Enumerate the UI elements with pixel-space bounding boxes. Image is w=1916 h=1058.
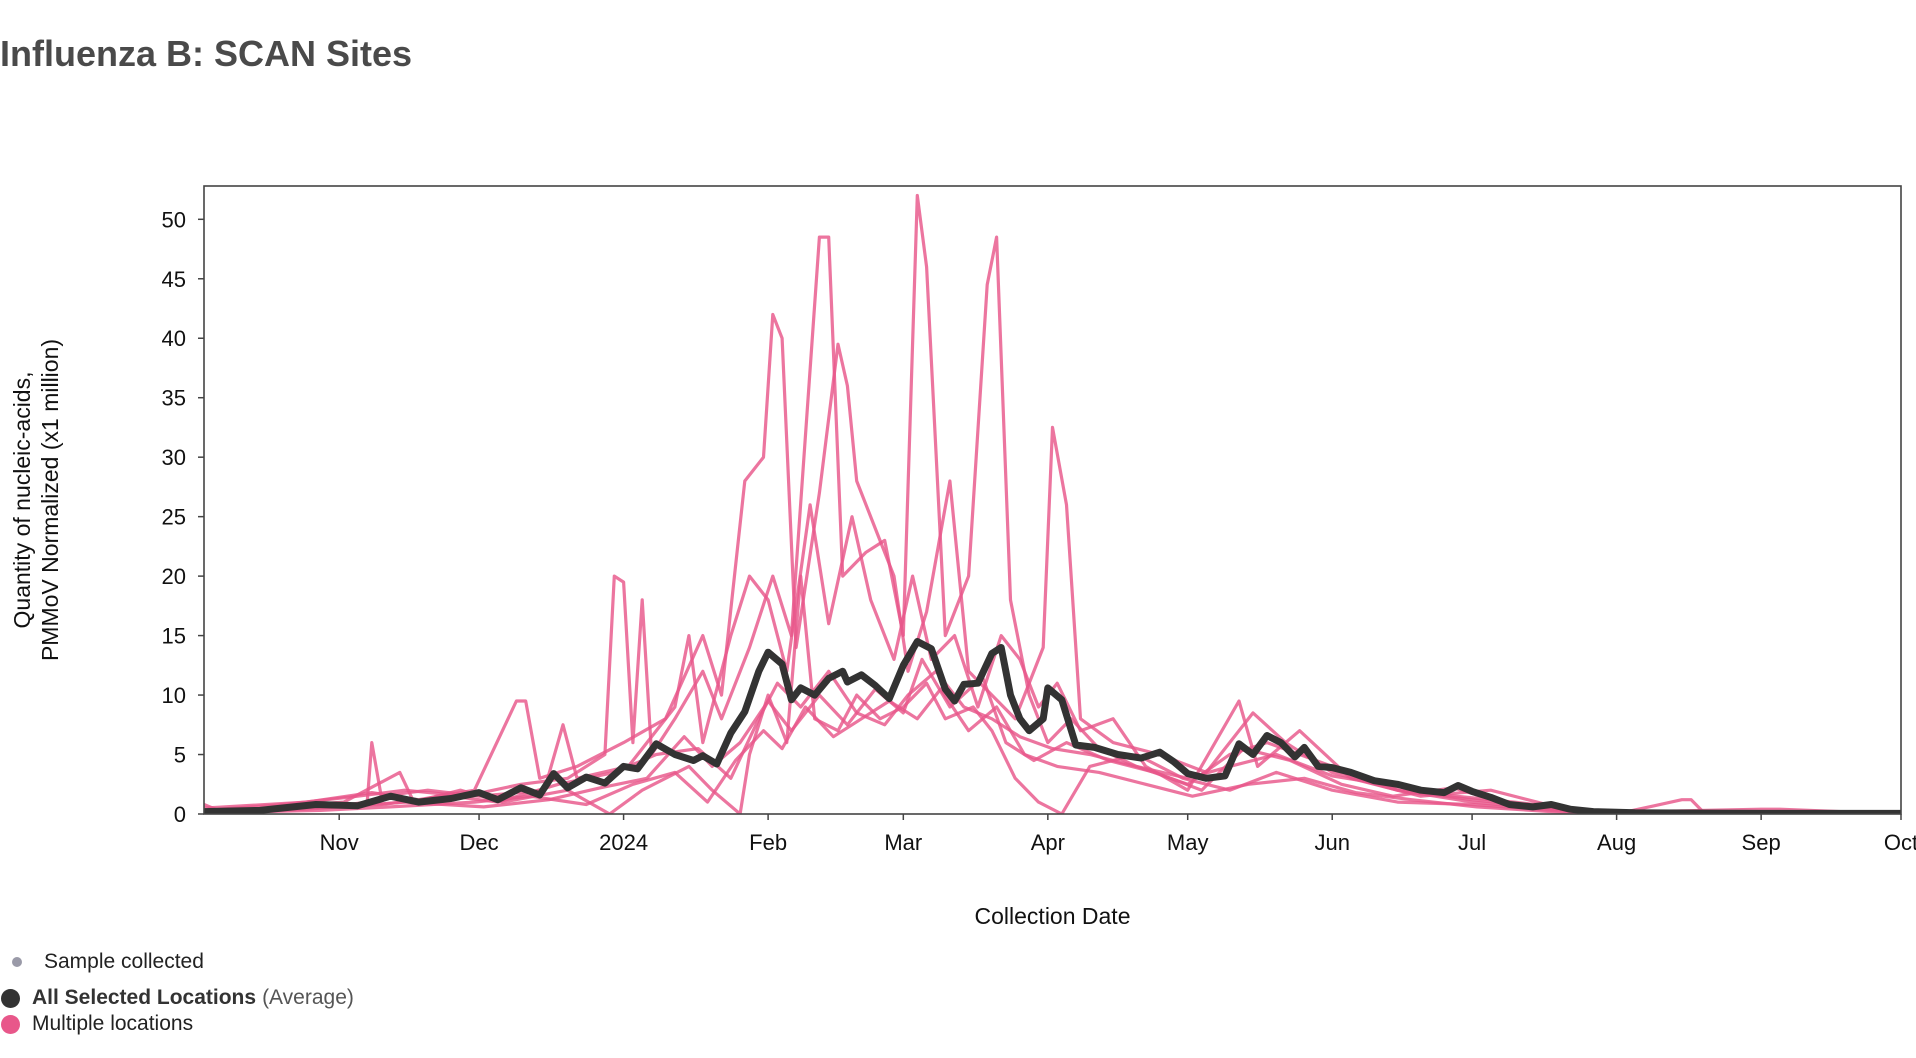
x-tick-label: Jul	[1458, 830, 1486, 855]
sample-dot-icon	[12, 957, 22, 967]
y-tick-label: 20	[162, 564, 186, 589]
y-tick-label: 50	[162, 207, 186, 232]
average-series-line[interactable]	[204, 638, 1901, 814]
x-tick-label: Mar	[884, 830, 922, 855]
y-tick-label: 30	[162, 445, 186, 470]
x-tick-label: Dec	[460, 830, 499, 855]
average-dot-icon	[1, 988, 20, 1008]
location-series-line-6[interactable]	[204, 687, 1901, 814]
location-series-line-1[interactable]	[204, 193, 1901, 815]
x-axis-label: Collection Date	[975, 903, 1131, 929]
y-axis: 0 5 10 15 20 25 30 35 40 45 50	[162, 207, 204, 827]
y-axis-label-line-1: Quantity of nucleic-acids,	[9, 372, 35, 629]
plot-frame	[203, 185, 1902, 815]
average-series-group	[204, 638, 1901, 814]
y-axis-label-line-2: PMMoV Normalized (x1 million)	[37, 339, 63, 661]
y-tick-label: 35	[162, 386, 186, 411]
legend-multi-label: Multiple locations	[32, 1012, 194, 1035]
x-tick-label: 2024	[599, 830, 648, 855]
y-tick-label: 25	[162, 505, 186, 530]
y-tick-label: 40	[162, 326, 186, 351]
x-axis: Nov Dec 2024 Feb Mar Apr May Jun Jul Aug Sep Oct	[320, 814, 1916, 855]
legend-sample-collected[interactable]: Sample collected	[0, 950, 204, 974]
multiple-locations-dot-icon	[1, 1014, 20, 1034]
legend-multiple-locations[interactable]: Multiple locations	[0, 1012, 193, 1036]
chart-title: Influenza B: SCAN Sites	[0, 33, 413, 74]
x-tick-label: Apr	[1031, 830, 1065, 855]
x-tick-label: Aug	[1597, 830, 1636, 855]
y-tick-label: 5	[174, 743, 186, 768]
y-tick-label: 15	[162, 624, 186, 649]
legend-average-suffix: (Average)	[262, 986, 354, 1009]
y-tick-label: 0	[174, 802, 186, 827]
x-tick-label: Oct	[1884, 830, 1916, 855]
legend-average[interactable]: All Selected Locations (Average)	[0, 986, 354, 1010]
x-tick-label: Jun	[1314, 830, 1349, 855]
location-series-group	[204, 193, 1901, 815]
x-tick-label: Sep	[1742, 830, 1781, 855]
y-tick-label: 10	[162, 683, 186, 708]
x-tick-label: Feb	[749, 830, 787, 855]
x-tick-label: Nov	[320, 830, 359, 855]
legend-average-label: All Selected Locations	[32, 986, 257, 1009]
x-tick-label: May	[1167, 830, 1209, 855]
location-series-line-3[interactable]	[204, 503, 1901, 814]
y-tick-label: 45	[162, 267, 186, 292]
location-series-line-7[interactable]	[204, 657, 1901, 814]
legend-sample-label: Sample collected	[44, 950, 204, 973]
